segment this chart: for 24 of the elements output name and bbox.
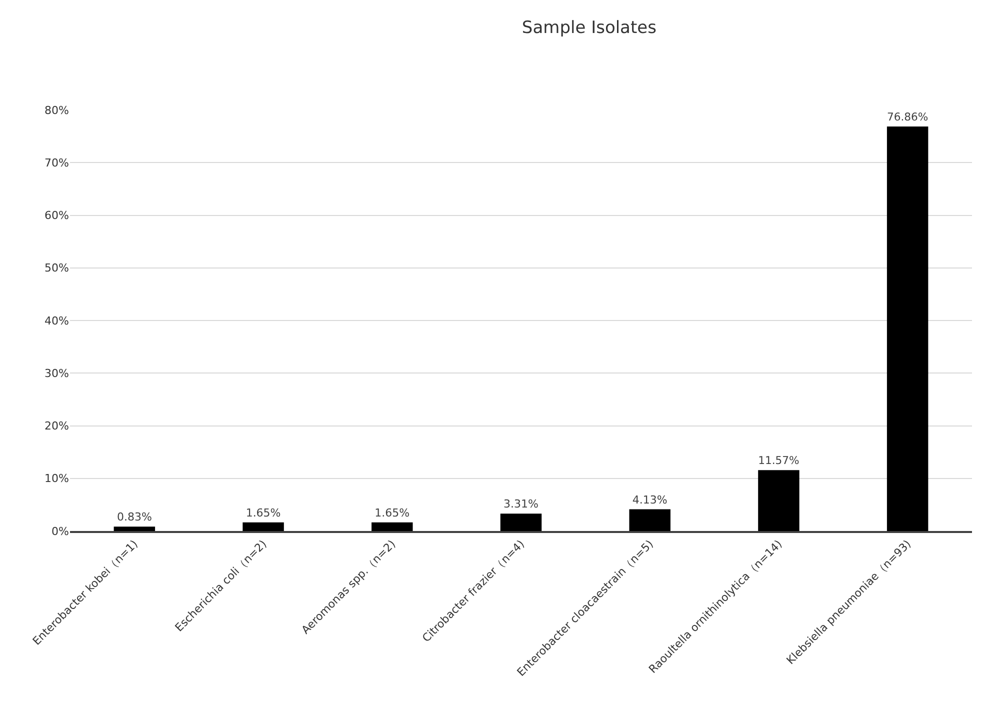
y-tick-label: 20% [44, 420, 69, 433]
y-tick-label: 80% [44, 104, 69, 117]
data-label: 11.57% [758, 454, 800, 468]
bar [629, 509, 670, 531]
bar [758, 470, 800, 531]
data-label: 3.31% [504, 498, 538, 511]
bar [114, 526, 156, 531]
y-tick-label: 30% [44, 366, 69, 380]
data-label: 1.65% [246, 506, 281, 520]
y-tick-label: 40% [44, 314, 69, 328]
bar [886, 126, 928, 531]
y-tick-label: 10% [44, 472, 69, 486]
bar [372, 522, 413, 531]
y-tick-label: 50% [44, 262, 69, 275]
data-label: 76.86% [886, 110, 928, 124]
bar [500, 514, 542, 531]
y-tick-label: 60% [44, 209, 69, 222]
chart-title: Sample Isolates [522, 18, 657, 38]
data-label: 4.13% [632, 493, 668, 506]
y-tick-label: 70% [44, 156, 69, 170]
y-tick-label: 0% [52, 524, 69, 538]
data-label: 1.65% [374, 506, 410, 520]
bar [242, 522, 284, 531]
data-label: 0.83% [116, 510, 152, 524]
